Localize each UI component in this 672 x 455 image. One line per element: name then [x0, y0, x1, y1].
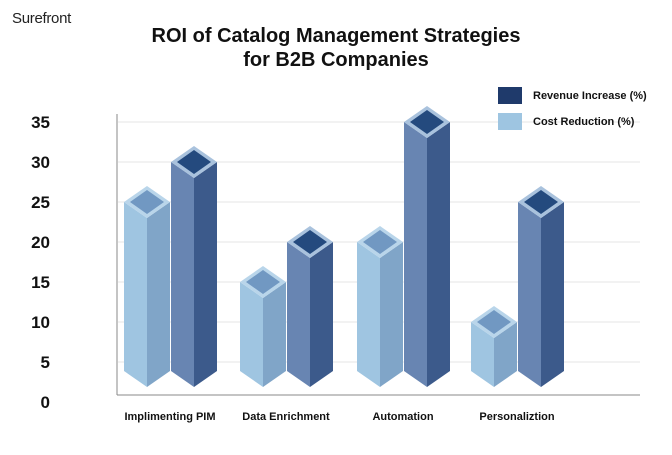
bar-top-face	[524, 190, 558, 214]
bar-top-face	[177, 150, 211, 174]
bar-top-face	[246, 270, 280, 294]
legend-swatch	[498, 87, 522, 104]
y-tick-label: 25	[31, 193, 50, 212]
legend-swatch	[498, 113, 522, 130]
bar-right-face	[194, 162, 217, 387]
bar-left-face	[240, 282, 263, 387]
x-tick-label: Automation	[372, 411, 433, 423]
bar-top-face	[477, 310, 511, 334]
y-tick-label: 5	[41, 353, 50, 372]
bar-right-face	[147, 202, 170, 387]
title-line-2: for B2B Companies	[243, 49, 429, 71]
bar-left-face	[124, 202, 147, 387]
y-tick-label: 0	[41, 393, 50, 412]
bar-left-face	[471, 322, 494, 387]
bar-left-face	[287, 242, 310, 387]
y-tick-label: 35	[31, 113, 50, 132]
y-tick-label: 10	[31, 313, 50, 332]
bar-top-face	[130, 190, 164, 214]
y-tick-label: 20	[31, 233, 50, 252]
bar-top-face	[293, 230, 327, 254]
y-tick-label: 15	[31, 273, 50, 292]
bar-left-face	[357, 242, 380, 387]
x-tick-label: Personaliztion	[479, 411, 554, 423]
brand-logo: Surefront	[12, 10, 71, 27]
bar-right-face	[541, 202, 564, 387]
bar-right-face	[263, 282, 286, 387]
x-tick-label: Implimenting PIM	[124, 411, 215, 423]
legend-label: Revenue Increase (%)	[533, 90, 647, 102]
bar-left-face	[171, 162, 194, 387]
bar-right-face	[310, 242, 333, 387]
title-line-1: ROI of Catalog Management Strategies	[151, 25, 521, 47]
bar-top-face	[410, 110, 444, 134]
y-tick-label: 30	[31, 153, 50, 172]
bar-top-face	[363, 230, 397, 254]
bar-right-face	[380, 242, 403, 387]
x-tick-label: Data Enrichment	[242, 411, 330, 423]
bar-left-face	[404, 122, 427, 387]
bar-right-face	[494, 322, 517, 387]
bar-right-face	[427, 122, 450, 387]
chart-title: ROI of Catalog Management Strategies for…	[0, 24, 672, 72]
bar-left-face	[518, 202, 541, 387]
legend-label: Cost Reduction (%)	[533, 116, 635, 128]
